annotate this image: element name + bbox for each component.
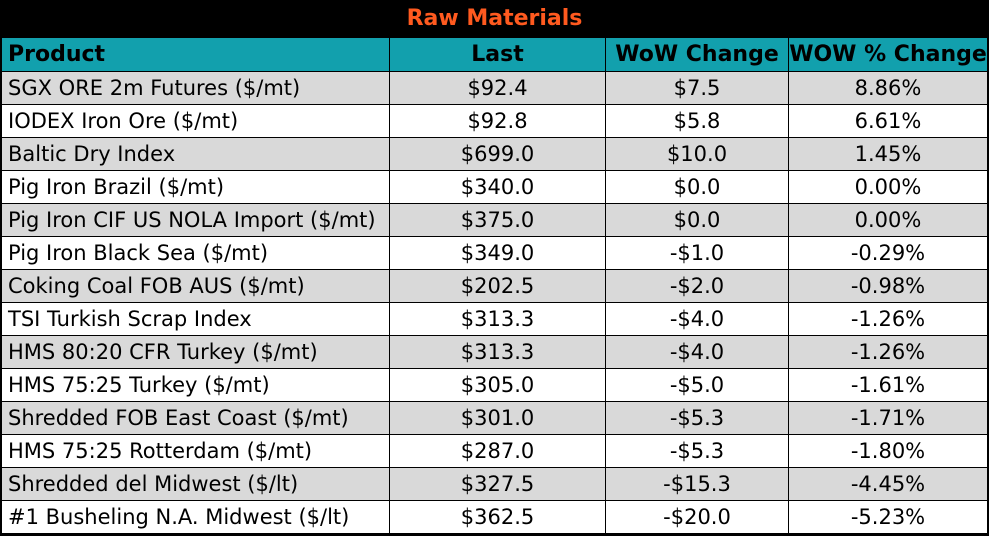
- wow-change-cell: -$2.0: [605, 269, 789, 303]
- last-cell: $305.0: [389, 368, 606, 402]
- wow-change-cell: -$1.0: [605, 236, 789, 270]
- last-cell: $301.0: [389, 401, 606, 435]
- wow-change-cell: -$4.0: [605, 302, 789, 336]
- table-row: Pig Iron CIF US NOLA Import ($/mt) $375.0…: [1, 203, 988, 237]
- header-row: Product Last WoW Change WOW % Change: [1, 37, 988, 72]
- last-cell: $340.0: [389, 170, 606, 204]
- product-cell: Shredded del Midwest ($/lt): [1, 467, 390, 501]
- wow-pct-change-cell: 8.86%: [788, 71, 988, 105]
- table-row: HMS 75:25 Turkey ($/mt) $305.0 -$5.0 -1.61%: [1, 368, 988, 402]
- wow-change-cell: -$15.3: [605, 467, 789, 501]
- wow-pct-change-cell: -1.61%: [788, 368, 988, 402]
- table-row: Pig Iron Brazil ($/mt) $340.0 $0.0 0.00%: [1, 170, 988, 204]
- wow-pct-change-cell: -0.29%: [788, 236, 988, 270]
- product-cell: Pig Iron CIF US NOLA Import ($/mt): [1, 203, 390, 237]
- table-row: #1 Busheling N.A. Midwest ($/lt) $362.5 -$…: [1, 500, 988, 534]
- wow-pct-change-cell: -1.80%: [788, 434, 988, 468]
- wow-pct-change-cell: -1.26%: [788, 335, 988, 369]
- wow-pct-change-cell: -4.45%: [788, 467, 988, 501]
- product-cell: Shredded FOB East Coast ($/mt): [1, 401, 390, 435]
- header-wow-pct-change: WOW % Change: [788, 37, 988, 72]
- product-cell: Coking Coal FOB AUS ($/mt): [1, 269, 390, 303]
- table-row: TSI Turkish Scrap Index $313.3 -$4.0 -1.26%: [1, 302, 988, 336]
- last-cell: $313.3: [389, 302, 606, 336]
- wow-change-cell: $7.5: [605, 71, 789, 105]
- wow-change-cell: $5.8: [605, 104, 789, 138]
- table-body: SGX ORE 2m Futures ($/mt) $92.4 $7.5 8.86% I…: [1, 71, 988, 534]
- wow-pct-change-cell: 0.00%: [788, 170, 988, 204]
- wow-change-cell: -$4.0: [605, 335, 789, 369]
- table-row: Baltic Dry Index $699.0 $10.0 1.45%: [1, 137, 988, 171]
- wow-change-cell: -$5.0: [605, 368, 789, 402]
- wow-change-cell: -$5.3: [605, 434, 789, 468]
- wow-pct-change-cell: -1.71%: [788, 401, 988, 435]
- last-cell: $349.0: [389, 236, 606, 270]
- product-cell: IODEX Iron Ore ($/mt): [1, 104, 390, 138]
- table-row: Coking Coal FOB AUS ($/mt) $202.5 -$2.0 -0.…: [1, 269, 988, 303]
- wow-pct-change-cell: 6.61%: [788, 104, 988, 138]
- wow-pct-change-cell: -5.23%: [788, 500, 988, 534]
- product-cell: TSI Turkish Scrap Index: [1, 302, 390, 336]
- product-cell: SGX ORE 2m Futures ($/mt): [1, 71, 390, 105]
- product-cell: Baltic Dry Index: [1, 137, 390, 171]
- table-row: Pig Iron Black Sea ($/mt) $349.0 -$1.0 -0.2…: [1, 236, 988, 270]
- header-wow-change: WoW Change: [605, 37, 789, 72]
- last-cell: $202.5: [389, 269, 606, 303]
- header-last: Last: [389, 37, 606, 72]
- header-product: Product: [1, 37, 390, 72]
- wow-pct-change-cell: 1.45%: [788, 137, 988, 171]
- title-bar: Raw Materials: [0, 0, 989, 37]
- wow-pct-change-cell: 0.00%: [788, 203, 988, 237]
- product-cell: HMS 80:20 CFR Turkey ($/mt): [1, 335, 390, 369]
- last-cell: $362.5: [389, 500, 606, 534]
- product-cell: Pig Iron Brazil ($/mt): [1, 170, 390, 204]
- raw-materials-table: Product Last WoW Change WOW % Change SGX…: [1, 37, 988, 534]
- table-row: HMS 75:25 Rotterdam ($/mt) $287.0 -$5.3 -1.…: [1, 434, 988, 468]
- last-cell: $375.0: [389, 203, 606, 237]
- last-cell: $287.0: [389, 434, 606, 468]
- wow-change-cell: $10.0: [605, 137, 789, 171]
- product-cell: Pig Iron Black Sea ($/mt): [1, 236, 390, 270]
- wow-change-cell: -$20.0: [605, 500, 789, 534]
- wow-change-cell: $0.0: [605, 170, 789, 204]
- table-row: IODEX Iron Ore ($/mt) $92.8 $5.8 6.61%: [1, 104, 988, 138]
- product-cell: #1 Busheling N.A. Midwest ($/lt): [1, 500, 390, 534]
- wow-pct-change-cell: -0.98%: [788, 269, 988, 303]
- last-cell: $313.3: [389, 335, 606, 369]
- table-row: HMS 80:20 CFR Turkey ($/mt) $313.3 -$4.0 -1…: [1, 335, 988, 369]
- last-cell: $92.4: [389, 71, 606, 105]
- product-cell: HMS 75:25 Turkey ($/mt): [1, 368, 390, 402]
- table-title: Raw Materials: [406, 6, 583, 31]
- last-cell: $699.0: [389, 137, 606, 171]
- product-cell: HMS 75:25 Rotterdam ($/mt): [1, 434, 390, 468]
- table-row: SGX ORE 2m Futures ($/mt) $92.4 $7.5 8.86%: [1, 71, 988, 105]
- wow-change-cell: $0.0: [605, 203, 789, 237]
- wow-change-cell: -$5.3: [605, 401, 789, 435]
- table-row: Shredded del Midwest ($/lt) $327.5 -$15.3-…: [1, 467, 988, 501]
- last-cell: $327.5: [389, 467, 606, 501]
- wow-pct-change-cell: -1.26%: [788, 302, 988, 336]
- last-cell: $92.8: [389, 104, 606, 138]
- table-row: Shredded FOB East Coast ($/mt) $301.0 -$5.…: [1, 401, 988, 435]
